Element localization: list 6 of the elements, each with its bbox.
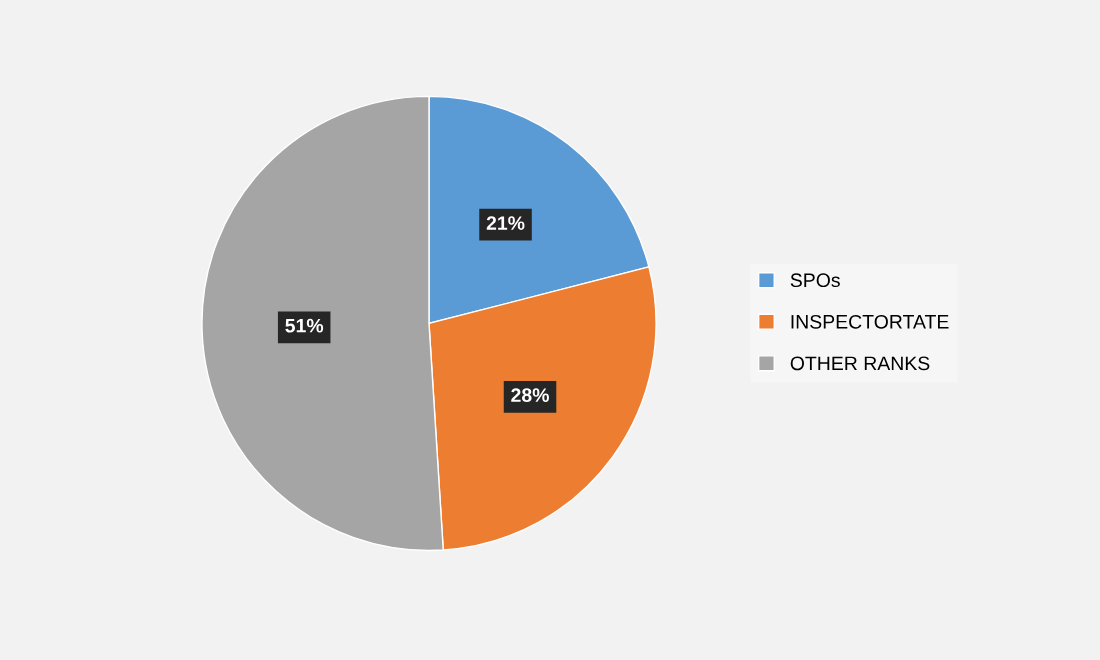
data-label: 21% xyxy=(486,216,525,230)
legend-label: OTHER RANKS xyxy=(790,356,930,371)
data-label: 51% xyxy=(285,318,324,333)
legend-label: SPOs xyxy=(790,273,840,288)
data-label: 28% xyxy=(511,388,549,403)
legend-label: INSPECTORTATE xyxy=(791,314,949,329)
